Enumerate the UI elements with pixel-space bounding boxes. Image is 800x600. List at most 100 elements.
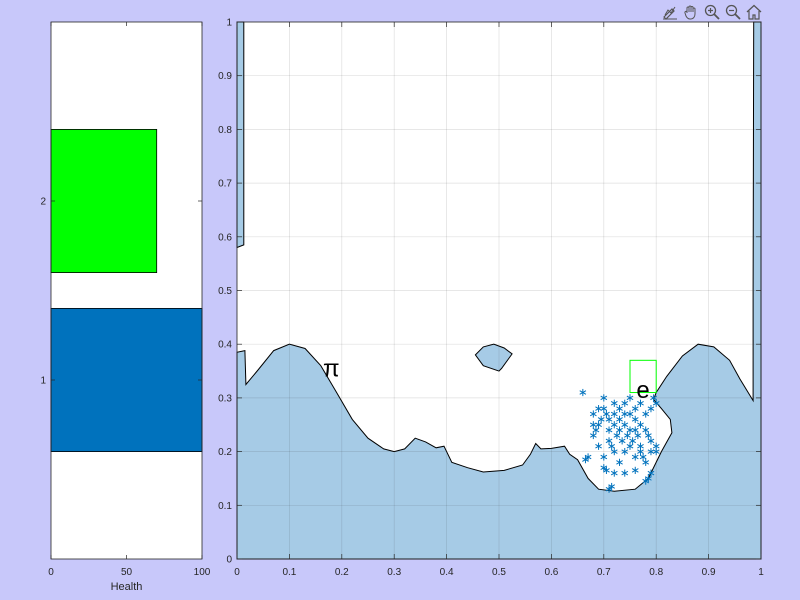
- scatter-point: [600, 394, 608, 402]
- scatter-point: [621, 421, 629, 429]
- scatter-point: [639, 453, 647, 461]
- scatter-point: [595, 405, 602, 413]
- scatter-point: [595, 442, 602, 450]
- zoom-in-icon: [704, 4, 720, 20]
- scatter-point: [597, 415, 605, 423]
- scatter-point: [589, 431, 597, 440]
- scatter-point: [589, 410, 597, 418]
- terrain-x-tick-label: 0.2: [335, 567, 349, 578]
- pan-hand-icon: [684, 5, 696, 20]
- health-bar-player-2: [50, 128, 158, 273]
- terrain-y-tick-label: 0.7: [218, 179, 232, 190]
- edit-plot-button[interactable]: [660, 2, 680, 22]
- home-restore-button[interactable]: [744, 2, 764, 22]
- scatter-point: [610, 410, 618, 418]
- scatter-point: [616, 405, 623, 413]
- scatter-point: [642, 410, 650, 418]
- scatter-point: [624, 431, 631, 440]
- scatter-point: [642, 458, 650, 466]
- terrain-x-tick-label: 0.3: [387, 567, 401, 578]
- health-x-tick-label: 100: [194, 567, 211, 578]
- scatter-point: [647, 448, 655, 456]
- terrain-y-tick-label: 0: [226, 555, 232, 566]
- scatter-point: [621, 469, 629, 477]
- scatter-point: [647, 437, 655, 445]
- scatter-point: [616, 426, 623, 434]
- zoom-out-button[interactable]: [723, 2, 743, 22]
- health-y-tick-label: 2: [40, 197, 46, 208]
- terrain-ground: [236, 21, 762, 560]
- scatter-point: [647, 405, 655, 413]
- scatter-point: [600, 453, 608, 461]
- health-x-axis-label: Health: [111, 581, 143, 593]
- terrain-x-tick-label: 0.5: [492, 567, 506, 578]
- scatter-point: [605, 415, 613, 423]
- scatter-point: [589, 421, 597, 429]
- health-axes-box: [50, 21, 203, 560]
- scatter-point: [642, 477, 650, 485]
- scatter-point: [631, 415, 639, 423]
- scatter-point: [631, 405, 639, 413]
- terrain-axes-box: [236, 21, 762, 560]
- scatter-point: [650, 394, 657, 402]
- scatter-point: [582, 456, 589, 464]
- scatter-point: [610, 399, 618, 407]
- scatter-point: [618, 437, 626, 445]
- axes-toolbar: [660, 2, 764, 22]
- scatter-point: [631, 466, 639, 474]
- health-x-tick-label: 50: [121, 567, 133, 578]
- terrain-y-tick-label: 0.8: [218, 125, 232, 136]
- zoom-in-button[interactable]: [702, 2, 722, 22]
- scatter-point: [626, 426, 634, 434]
- scatter-point: [642, 426, 650, 434]
- terrain-y-tick-label: 0.2: [218, 447, 232, 458]
- scatter-point: [621, 410, 629, 418]
- scatter-point: [608, 482, 616, 491]
- terrain-y-tick-label: 0.9: [218, 71, 232, 82]
- terrain-y-tick-label: 0.4: [218, 340, 232, 351]
- terrain-axes: π e 0 0.1 0.2 0.3 0.4 0.5 0.6 0.7 0.8 0.9 1 0 0.1 0.2 0.…: [218, 18, 764, 579]
- terrain-y-tick-label: 0.1: [218, 501, 232, 512]
- scatter-point: [626, 442, 634, 450]
- scatter-point: [600, 464, 608, 472]
- terrain-x-tick-label: 0: [234, 567, 240, 578]
- scatter-point: [595, 421, 602, 429]
- scatter-point: [600, 405, 608, 413]
- scatter-point: [626, 394, 634, 402]
- scatter-point: [652, 442, 660, 450]
- scatter-point: [631, 426, 639, 434]
- scatter-point: [631, 453, 639, 461]
- terrain-y-tick-label: 0.3: [218, 393, 232, 404]
- scatter-point: [608, 442, 616, 450]
- terrain-floating-island: [474, 343, 513, 372]
- health-x-tick-label: 0: [48, 567, 54, 578]
- scatter-point: [610, 469, 618, 477]
- scatter-point: [621, 448, 629, 456]
- player-label-2: e: [636, 377, 649, 404]
- scatter-point: [605, 426, 613, 434]
- terrain-x-tick-label: 0.6: [544, 567, 558, 578]
- health-axes: 0 50 100 1 2 Health: [40, 21, 211, 593]
- terrain-y-tick-label: 0.6: [218, 232, 232, 243]
- scatter-point: [603, 410, 610, 418]
- terrain-x-tick-label: 0.8: [649, 567, 663, 578]
- terrain-x-tick-label: 0.9: [702, 567, 716, 578]
- health-y-tick-label: 1: [40, 376, 46, 387]
- zoom-out-icon: [725, 4, 741, 20]
- terrain-y-tick-label: 0.5: [218, 286, 232, 297]
- scatter-point: [613, 431, 621, 440]
- scatter-point: [610, 448, 618, 456]
- scatter-point: [616, 458, 623, 466]
- pan-hand-button[interactable]: [681, 2, 701, 22]
- scatter-point: [626, 410, 634, 418]
- scatter-point: [605, 437, 613, 445]
- scatter-point: [652, 399, 660, 407]
- scatter-point: [584, 453, 592, 461]
- scatter-point: [592, 426, 600, 434]
- scatter-point: [644, 474, 652, 483]
- terrain-x-tick-label: 0.1: [282, 567, 296, 578]
- scatter-point: [579, 388, 587, 397]
- terrain-left-wall: [236, 21, 245, 249]
- scatter-point: [603, 466, 610, 474]
